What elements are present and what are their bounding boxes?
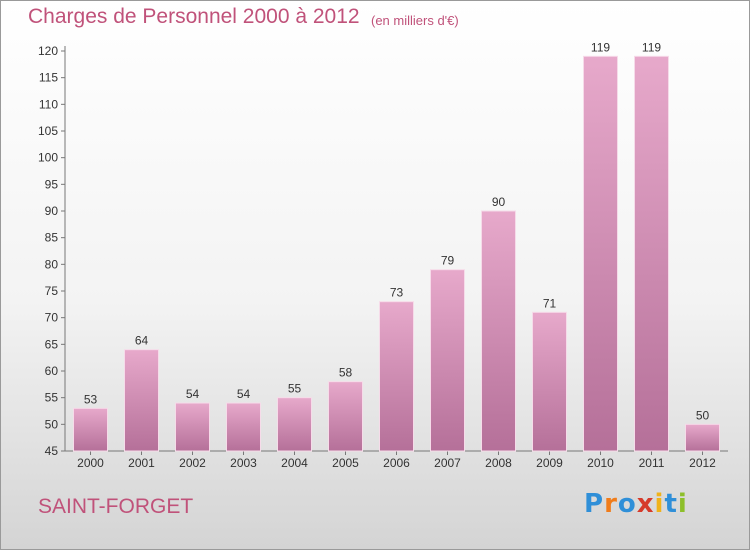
bar-2011 (634, 55, 669, 452)
commune-name: SAINT-FORGET (38, 495, 194, 518)
y-tick-label: 65 (45, 337, 59, 351)
logo-letter: P (584, 489, 605, 519)
bar-2010 (583, 55, 618, 452)
bar-2007 (430, 269, 465, 452)
y-tick-label: 95 (45, 177, 59, 191)
bar-value-label: 64 (135, 334, 149, 348)
bar-value-label: 119 (642, 40, 661, 54)
logo-letter: x (636, 489, 655, 519)
y-tick-label: 100 (38, 151, 58, 165)
bar-value-label: 71 (543, 296, 557, 310)
logo-letter: o (617, 489, 637, 519)
x-tick-label: 2007 (434, 456, 461, 470)
x-tick-label: 2001 (128, 456, 155, 470)
y-tick-label: 80 (45, 257, 59, 271)
y-tick-label: 115 (39, 71, 58, 85)
bar-2006 (379, 301, 414, 452)
logo-letter: i (677, 489, 688, 519)
bar-value-label: 58 (339, 366, 353, 380)
y-tick-label: 75 (45, 284, 59, 298)
y-tick-label: 70 (45, 311, 59, 325)
y-tick-label: 105 (38, 124, 58, 138)
logo-letter: t (664, 489, 678, 519)
y-tick-label: 50 (45, 417, 59, 431)
bar-value-label: 54 (237, 387, 251, 401)
bar-value-label: 79 (441, 254, 455, 268)
x-tick-label: 2012 (689, 456, 716, 470)
x-tick-label: 2010 (587, 456, 614, 470)
bar-2002 (175, 402, 210, 452)
x-tick-label: 2004 (281, 456, 308, 470)
x-tick-label: 2002 (179, 456, 206, 470)
bar-value-label: 55 (288, 382, 302, 396)
bar-value-label: 90 (492, 195, 506, 209)
bar-2008 (481, 210, 516, 452)
x-tick-label: 2000 (77, 456, 104, 470)
proxiti-logo[interactable]: Proxiti (584, 489, 688, 519)
logo-letter: r (604, 489, 618, 519)
bar-value-label: 53 (84, 392, 98, 406)
bar-2000 (73, 407, 108, 452)
y-tick-label: 45 (45, 444, 59, 458)
y-tick-label: 55 (45, 391, 59, 405)
bar-value-label: 119 (591, 40, 610, 54)
bar-2003 (226, 402, 261, 452)
bar-value-label: 73 (390, 286, 404, 300)
bar-2012 (685, 423, 720, 452)
x-tick-label: 2011 (639, 456, 665, 470)
y-tick-label: 120 (38, 44, 58, 58)
y-tick-label: 110 (39, 97, 58, 111)
bar-2004 (277, 397, 312, 452)
x-tick-label: 2008 (485, 456, 512, 470)
bar-2001 (124, 349, 159, 452)
bars-layer: 53 64 54 54 55 58 73 79 90 71 119 119 50 (73, 40, 720, 452)
x-tick-label: 2009 (536, 456, 563, 470)
bar-2005 (328, 381, 363, 452)
bar-2009 (532, 311, 567, 452)
x-tick-label: 2003 (230, 456, 257, 470)
y-tick-label: 90 (45, 204, 59, 218)
chart-title: Charges de Personnel 2000 à 2012 (28, 5, 360, 28)
x-tick-label: 2006 (383, 456, 410, 470)
y-tick-label: 60 (45, 364, 59, 378)
chart-subtitle: (en milliers d'€) (371, 13, 459, 28)
logo-letter: i (654, 489, 665, 519)
y-tick-label: 85 (45, 231, 59, 245)
x-tick-label: 2005 (332, 456, 359, 470)
bar-value-label: 54 (186, 387, 200, 401)
bar-value-label: 50 (696, 408, 710, 422)
